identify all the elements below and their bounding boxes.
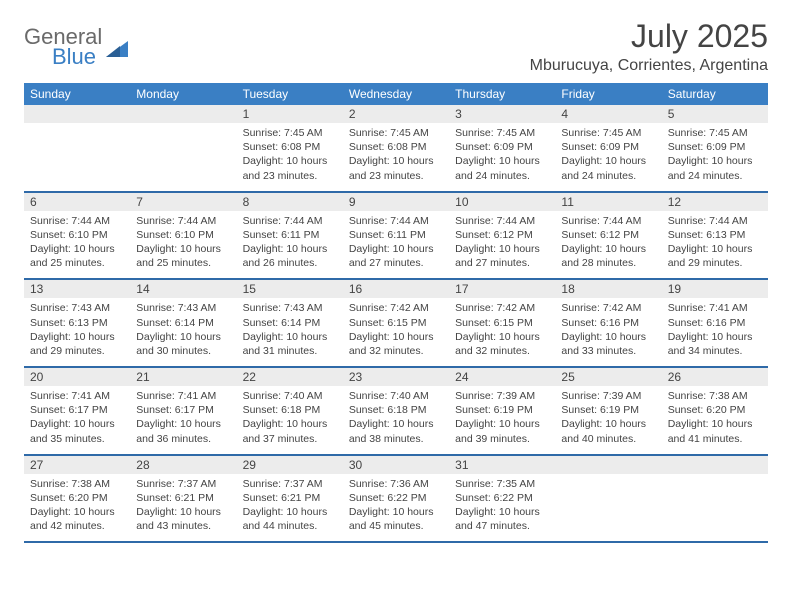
week-row: Sunrise: 7:43 AMSunset: 6:13 PMDaylight:… [24, 298, 768, 368]
day-number [662, 456, 768, 474]
day-details [555, 474, 661, 542]
day-number: 30 [343, 456, 449, 474]
weekday-label: Friday [555, 83, 661, 105]
week-row: Sunrise: 7:41 AMSunset: 6:17 PMDaylight:… [24, 386, 768, 456]
day-details: Sunrise: 7:41 AMSunset: 6:17 PMDaylight:… [130, 386, 236, 454]
day-details: Sunrise: 7:45 AMSunset: 6:09 PMDaylight:… [662, 123, 768, 191]
day-details: Sunrise: 7:45 AMSunset: 6:09 PMDaylight:… [449, 123, 555, 191]
day-details: Sunrise: 7:40 AMSunset: 6:18 PMDaylight:… [343, 386, 449, 454]
day-number: 5 [662, 105, 768, 123]
day-number: 28 [130, 456, 236, 474]
month-title: July 2025 [530, 18, 768, 55]
day-details: Sunrise: 7:41 AMSunset: 6:16 PMDaylight:… [662, 298, 768, 366]
day-details: Sunrise: 7:45 AMSunset: 6:08 PMDaylight:… [343, 123, 449, 191]
day-details: Sunrise: 7:42 AMSunset: 6:15 PMDaylight:… [343, 298, 449, 366]
day-number: 27 [24, 456, 130, 474]
calendar-page: General Blue July 2025 Mburucuya, Corrie… [0, 0, 792, 543]
daynum-row: 6789101112 [24, 193, 768, 211]
day-number: 8 [237, 193, 343, 211]
day-number: 10 [449, 193, 555, 211]
day-details: Sunrise: 7:37 AMSunset: 6:21 PMDaylight:… [130, 474, 236, 542]
day-number: 25 [555, 368, 661, 386]
day-details: Sunrise: 7:39 AMSunset: 6:19 PMDaylight:… [555, 386, 661, 454]
day-details: Sunrise: 7:44 AMSunset: 6:11 PMDaylight:… [343, 211, 449, 279]
week-row: Sunrise: 7:45 AMSunset: 6:08 PMDaylight:… [24, 123, 768, 193]
day-details: Sunrise: 7:37 AMSunset: 6:21 PMDaylight:… [237, 474, 343, 542]
day-number: 9 [343, 193, 449, 211]
daynum-row: 13141516171819 [24, 280, 768, 298]
day-number: 21 [130, 368, 236, 386]
daynum-row: 2728293031 [24, 456, 768, 474]
day-details: Sunrise: 7:41 AMSunset: 6:17 PMDaylight:… [24, 386, 130, 454]
day-details: Sunrise: 7:45 AMSunset: 6:08 PMDaylight:… [237, 123, 343, 191]
daynum-row: 12345 [24, 105, 768, 123]
logo-triangle-icon [106, 39, 132, 59]
location-text: Mburucuya, Corrientes, Argentina [530, 57, 768, 75]
day-details [24, 123, 130, 191]
weekday-label: Saturday [662, 83, 768, 105]
day-details: Sunrise: 7:42 AMSunset: 6:16 PMDaylight:… [555, 298, 661, 366]
day-details: Sunrise: 7:43 AMSunset: 6:14 PMDaylight:… [237, 298, 343, 366]
day-number: 14 [130, 280, 236, 298]
day-details [130, 123, 236, 191]
day-number: 3 [449, 105, 555, 123]
day-number: 31 [449, 456, 555, 474]
day-number: 6 [24, 193, 130, 211]
title-block: July 2025 Mburucuya, Corrientes, Argenti… [530, 18, 768, 75]
day-details: Sunrise: 7:43 AMSunset: 6:14 PMDaylight:… [130, 298, 236, 366]
day-details: Sunrise: 7:35 AMSunset: 6:22 PMDaylight:… [449, 474, 555, 542]
day-details: Sunrise: 7:36 AMSunset: 6:22 PMDaylight:… [343, 474, 449, 542]
day-number: 1 [237, 105, 343, 123]
page-header: General Blue July 2025 Mburucuya, Corrie… [24, 18, 768, 75]
day-number: 16 [343, 280, 449, 298]
weekday-label: Sunday [24, 83, 130, 105]
day-number: 11 [555, 193, 661, 211]
day-number [24, 105, 130, 123]
logo: General Blue [24, 26, 132, 70]
day-number: 18 [555, 280, 661, 298]
week-row: Sunrise: 7:38 AMSunset: 6:20 PMDaylight:… [24, 474, 768, 544]
weeks-container: 12345Sunrise: 7:45 AMSunset: 6:08 PMDayl… [24, 105, 768, 543]
day-number: 23 [343, 368, 449, 386]
day-number: 26 [662, 368, 768, 386]
day-number [130, 105, 236, 123]
day-details: Sunrise: 7:38 AMSunset: 6:20 PMDaylight:… [24, 474, 130, 542]
day-details: Sunrise: 7:45 AMSunset: 6:09 PMDaylight:… [555, 123, 661, 191]
day-details [662, 474, 768, 542]
day-details: Sunrise: 7:43 AMSunset: 6:13 PMDaylight:… [24, 298, 130, 366]
week-row: Sunrise: 7:44 AMSunset: 6:10 PMDaylight:… [24, 211, 768, 281]
day-number: 7 [130, 193, 236, 211]
day-number: 24 [449, 368, 555, 386]
weekday-label: Tuesday [237, 83, 343, 105]
day-number: 19 [662, 280, 768, 298]
day-details: Sunrise: 7:44 AMSunset: 6:12 PMDaylight:… [555, 211, 661, 279]
day-details: Sunrise: 7:40 AMSunset: 6:18 PMDaylight:… [237, 386, 343, 454]
day-details: Sunrise: 7:44 AMSunset: 6:10 PMDaylight:… [24, 211, 130, 279]
day-number: 22 [237, 368, 343, 386]
logo-text-blue: Blue [52, 44, 102, 70]
day-number: 13 [24, 280, 130, 298]
day-details: Sunrise: 7:44 AMSunset: 6:11 PMDaylight:… [237, 211, 343, 279]
day-details: Sunrise: 7:44 AMSunset: 6:12 PMDaylight:… [449, 211, 555, 279]
day-number: 4 [555, 105, 661, 123]
day-number: 12 [662, 193, 768, 211]
weekday-label: Monday [130, 83, 236, 105]
calendar-grid: SundayMondayTuesdayWednesdayThursdayFrid… [24, 83, 768, 543]
day-details: Sunrise: 7:39 AMSunset: 6:19 PMDaylight:… [449, 386, 555, 454]
day-number: 29 [237, 456, 343, 474]
day-details: Sunrise: 7:44 AMSunset: 6:10 PMDaylight:… [130, 211, 236, 279]
weekday-label: Wednesday [343, 83, 449, 105]
day-number [555, 456, 661, 474]
day-details: Sunrise: 7:42 AMSunset: 6:15 PMDaylight:… [449, 298, 555, 366]
weekday-label: Thursday [449, 83, 555, 105]
day-details: Sunrise: 7:38 AMSunset: 6:20 PMDaylight:… [662, 386, 768, 454]
day-details: Sunrise: 7:44 AMSunset: 6:13 PMDaylight:… [662, 211, 768, 279]
daynum-row: 20212223242526 [24, 368, 768, 386]
day-number: 15 [237, 280, 343, 298]
day-number: 2 [343, 105, 449, 123]
day-number: 20 [24, 368, 130, 386]
day-number: 17 [449, 280, 555, 298]
weekday-header-row: SundayMondayTuesdayWednesdayThursdayFrid… [24, 83, 768, 105]
logo-text-wrap: General Blue [24, 26, 102, 70]
